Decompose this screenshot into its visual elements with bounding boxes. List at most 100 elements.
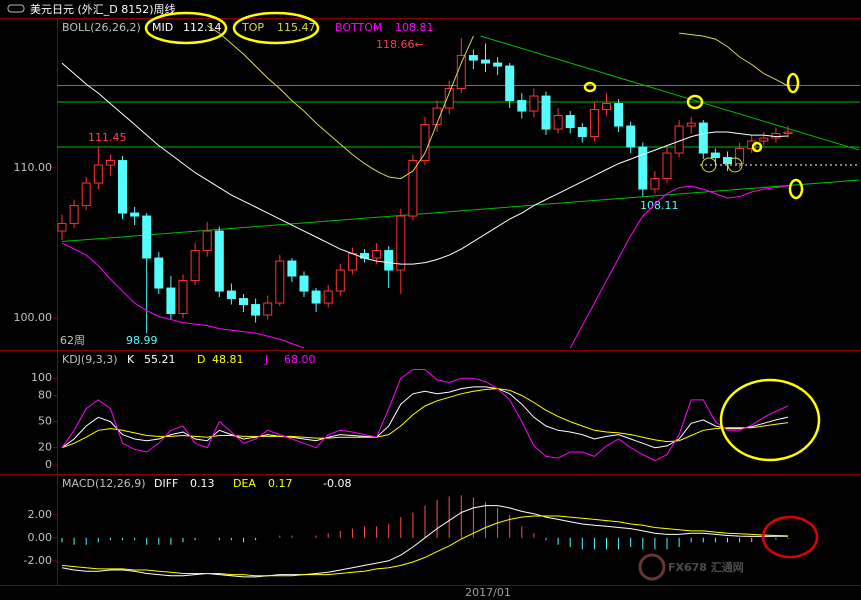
trend-line: [480, 35, 860, 151]
indicator-line: [206, 25, 789, 180]
legend-label: MACD(12,26,9): [62, 477, 146, 490]
candle-body: [505, 65, 515, 102]
indicator-line: [61, 515, 789, 577]
y-tick-label: 110.00: [14, 161, 53, 174]
candle-body: [130, 212, 140, 217]
candle-body: [420, 124, 430, 162]
candle-body: [251, 304, 261, 316]
candle-body: [686, 122, 696, 127]
chart-title: 美元日元 (外汇_D 8152)周线: [30, 2, 176, 16]
candle-body: [747, 140, 757, 150]
annotation: 98.99: [126, 334, 158, 347]
candle-body: [662, 152, 672, 180]
candle-body: [456, 55, 466, 90]
legend-name: TOP: [241, 21, 264, 34]
candle-body: [335, 269, 345, 292]
legend-value: 48.81: [212, 353, 244, 366]
legend-name: BOTTOM: [335, 21, 382, 34]
legend-value: 115.47: [277, 21, 316, 34]
y-tick-label: 100.00: [14, 311, 53, 324]
candle-body: [408, 160, 418, 217]
candle-body: [93, 164, 103, 184]
candle-body: [299, 275, 309, 292]
trend-line: [61, 179, 860, 243]
candle-body: [529, 95, 539, 112]
candle-body: [638, 146, 648, 190]
highlight-circle-red: [761, 515, 819, 559]
legend-name: DEA: [233, 477, 256, 490]
legend-value: 108.81: [395, 21, 434, 34]
highlight-circles: [144, 11, 821, 462]
y-tick-label: 50: [38, 415, 52, 428]
y-tick-label: 2.00: [28, 508, 53, 521]
legend-value: 68.00: [284, 353, 316, 366]
candle-body: [614, 103, 624, 127]
legend-name: D: [197, 353, 205, 366]
y-tick-label: -2.00: [24, 554, 52, 567]
highlight-circles-small: [701, 157, 743, 173]
watermark: FX678 汇通网: [638, 553, 744, 581]
candle-body: [759, 137, 769, 142]
candle-body: [372, 250, 382, 259]
candle-body: [81, 182, 91, 207]
candle-body: [214, 230, 224, 292]
legend-name: MID: [152, 21, 173, 34]
candle-body: [710, 152, 720, 159]
x-axis-label: 2017/01: [465, 586, 511, 599]
legend-value: -0.08: [323, 477, 351, 490]
legend-value: 0.17: [268, 477, 293, 490]
candle-body: [311, 290, 321, 304]
candle-body: [481, 59, 490, 64]
candle-body: [723, 157, 732, 165]
legend-label: BOLL(26,26,2): [62, 21, 141, 34]
plot-layer: 110.00 100.00 BOLL(26,26,2) MID 112.14 TOP 115…: [14, 21, 860, 578]
candle-body: [118, 160, 127, 214]
candle-body: [698, 122, 708, 154]
annotation: 111.45: [88, 131, 127, 144]
legend-name: K: [127, 353, 135, 366]
candle-body: [602, 103, 611, 111]
candle-body: [275, 260, 285, 304]
legend-name: J: [264, 353, 268, 366]
period-label: 62周: [60, 334, 85, 347]
candle-body: [178, 280, 188, 315]
indicator-line: [61, 62, 789, 265]
legend-value: 0.13: [190, 477, 215, 490]
y-tick-label: 0: [45, 458, 52, 471]
watermark-text: FX678 汇通网: [668, 561, 744, 574]
title-icon: [7, 4, 25, 13]
candle-body: [239, 298, 248, 306]
candle-body: [626, 125, 636, 148]
y-tick-label: 0.00: [28, 531, 53, 544]
candle-body: [323, 290, 333, 304]
candle-body: [541, 95, 551, 130]
candle-body: [347, 253, 357, 271]
candle-body: [493, 62, 503, 67]
candle-body: [650, 178, 660, 190]
candle-body: [57, 223, 67, 232]
indicator-line: [61, 386, 789, 449]
candle-body: [190, 250, 200, 282]
candle-body: [287, 260, 297, 277]
candle-body: [432, 107, 442, 126]
legend-value: 55.21: [144, 353, 176, 366]
candle-body: [142, 215, 152, 259]
candle-body: [589, 109, 599, 138]
candle-body: [166, 287, 176, 315]
candle-body: [105, 160, 115, 166]
legend-value: 112.14: [183, 21, 222, 34]
candle-body: [517, 100, 527, 112]
indicator-line: [61, 505, 788, 578]
candle-body: [577, 127, 587, 138]
candle-body: [783, 131, 793, 135]
indicator-line: [61, 388, 789, 449]
y-tick-label: 80: [38, 389, 52, 402]
candle-body: [154, 257, 164, 289]
candle-body: [226, 290, 236, 300]
indicator-line: [61, 185, 789, 349]
candle-body: [384, 250, 394, 271]
candle-body: [444, 88, 454, 109]
